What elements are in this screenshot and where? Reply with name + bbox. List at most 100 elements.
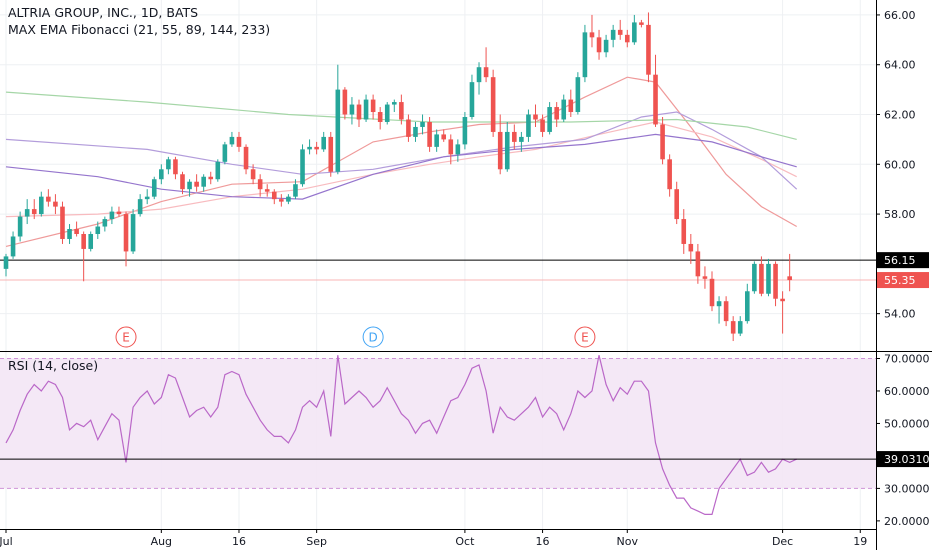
time-tick-label: Oct [455,535,475,548]
candle-body [497,131,503,170]
candle-body [116,211,122,215]
candle-body [632,22,637,43]
candle-body [3,256,9,269]
candle-body [674,189,679,220]
candle-body [95,226,101,234]
rsi-tick-label: 60.0000 [884,385,930,398]
candle-body [109,211,115,220]
candle-body [201,176,206,187]
event-marker-label: E [581,331,589,345]
candle-body [702,276,708,279]
candle-body [377,112,383,122]
candle-body [448,139,454,155]
candle-body [328,136,334,172]
candle-body [180,174,185,190]
candle-body [271,191,277,200]
candle-body [342,89,348,115]
candle-body [130,214,136,252]
candle-body [759,263,764,294]
time-tick-label: 19 [853,535,867,548]
candle-body [610,29,616,40]
candle-body [575,77,581,113]
candle-body [392,102,397,105]
candle-body [236,136,242,147]
candle-body [39,196,44,215]
candle-body [533,114,538,120]
candle-body [406,119,411,137]
rsi-tick-label: 50.0000 [884,417,930,430]
candle-body [173,159,178,175]
candle-body [667,159,672,190]
price-pane[interactable] [0,0,876,351]
candle-body [286,196,291,202]
candle-body [582,32,588,78]
candle-body [737,321,743,334]
candle-body [596,37,602,53]
price-tick-label: 60.00 [884,158,916,171]
candle-body [455,144,461,155]
event-marker-label: D [368,331,377,345]
candle-body [773,263,778,299]
time-tick-label: Nov [617,535,639,548]
ema-line [5,121,797,218]
candle-body [10,236,16,257]
candle-body [441,134,447,140]
candle-body [617,29,623,35]
candle-body [695,251,701,277]
time-tick-label: 16 [536,535,550,548]
candle-body [60,206,65,239]
price-axis[interactable]: 66.00 64.00 62.00 60.00 58.00 54.00 [876,9,916,321]
candle-body [688,243,694,252]
candle-body [349,104,355,115]
candle-body [660,124,665,160]
candle-body [137,199,143,215]
rsi-axis[interactable]: 70.000060.000050.000040.000030.000020.00… [876,352,930,528]
time-axis[interactable]: Jul Aug 16 Sep Oct 16 Nov Dec 19 [0,529,867,548]
candle-body [540,119,545,132]
candle-body [250,169,256,180]
rsi-band-lines [0,357,876,489]
horizontal-line-label-box [877,252,929,269]
candle-body [24,209,30,217]
candle-body [723,301,729,322]
candle-body [151,179,157,197]
candle-body [526,114,531,137]
candle-body [624,34,630,43]
candle-body [554,107,559,120]
candle-body [716,301,722,307]
candle-body [31,209,37,215]
candle-body [159,169,164,180]
candle-body [476,67,482,83]
time-tick-label: 16 [232,535,246,548]
candle-body [363,99,369,120]
price-labels: 56.15 55.35 39.0310 [877,252,930,468]
candle-body [370,99,376,113]
last-price-label: 55.35 [884,274,916,287]
event-marker-label: E [122,331,130,345]
candle-body [752,263,757,292]
price-tick-label: 54.00 [884,308,916,321]
candle-body [53,201,58,207]
rsi-last-label: 39.0310 [884,453,930,466]
candle-body [321,136,326,150]
candle-body [646,24,651,75]
candle-body [314,146,319,150]
candle-body [653,74,658,125]
price-horizontal-lines [0,259,876,281]
event-marker[interactable] [362,326,384,348]
rsi-tick-label: 30.0000 [884,482,930,495]
price-tick-label: 66.00 [884,9,916,22]
time-tick-label: Dec [772,535,793,548]
event-marker[interactable] [115,326,137,348]
candle-body [512,131,517,142]
time-tick-label: Aug [151,535,172,548]
candle-body [504,131,510,170]
candle-body [561,99,567,120]
ema-line [5,133,797,200]
candle-body [300,149,305,185]
event-marker[interactable] [574,326,596,348]
candle-body [434,134,439,147]
candle-body [144,196,150,200]
